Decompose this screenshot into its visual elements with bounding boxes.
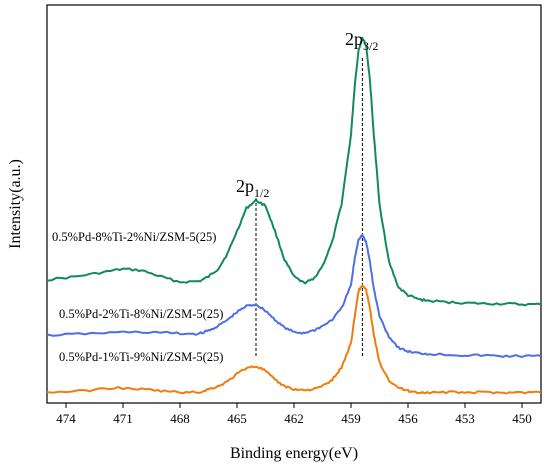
peak-label-2p1-2: 2p1/2: [236, 176, 269, 200]
x-tick-label-2: 468: [170, 411, 190, 426]
x-tick-label-0: 474: [56, 411, 76, 426]
series-label-3: 0.5%Pd-1%Ti-9%Ni/ZSM-5(25): [59, 350, 223, 364]
series-line-2: [46, 233, 542, 358]
x-tick-label-7: 453: [455, 411, 475, 426]
x-tick-label-3: 465: [227, 411, 247, 426]
x-tick-label-5: 459: [341, 411, 361, 426]
x-tick-label-4: 462: [284, 411, 304, 426]
x-tick-label-6: 456: [398, 411, 418, 426]
series-label-1: 0.5%Pd-8%Ti-2%Ni/ZSM-5(25): [52, 230, 216, 244]
y-axis-title: Intensity(a.u.): [7, 159, 24, 249]
peak-label-2p3-2: 2p3/2: [345, 29, 378, 53]
x-axis-title: Binding energy(eV): [230, 445, 358, 462]
reference-lines: [255, 58, 363, 358]
series-line-3: [46, 284, 542, 395]
x-tick-label-8: 450: [512, 411, 532, 426]
plot-frame: [46, 4, 542, 404]
series-label-2: 0.5%Pd-2%Ti-8%Ni/ZSM-5(25): [59, 307, 223, 321]
x-axis-ticks: 474 471 468 465 462 459 456 453 450: [56, 403, 532, 426]
x-tick-label-1: 471: [113, 411, 133, 426]
series-line-1: [46, 36, 542, 307]
series-lines: [46, 36, 542, 395]
